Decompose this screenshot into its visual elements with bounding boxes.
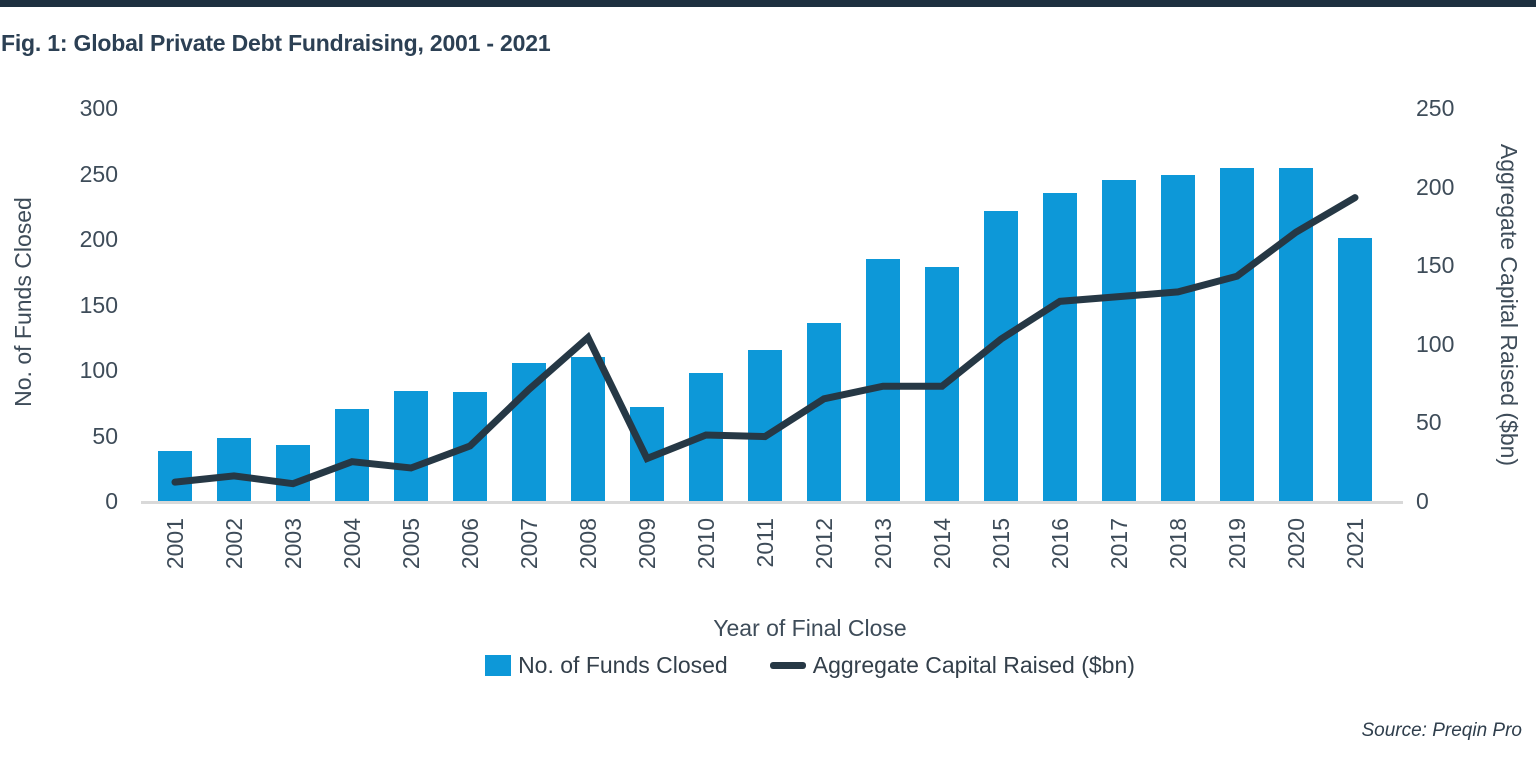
bar-2018 [1161, 174, 1195, 501]
right-axis-tick-200: 200 [1416, 173, 1455, 200]
x-tick-2016: 2016 [1047, 518, 1073, 570]
bar-2015 [984, 211, 1018, 501]
bar-2002 [217, 438, 251, 501]
right-axis-tick-250: 250 [1416, 95, 1455, 121]
x-tick-2003: 2003 [280, 518, 306, 570]
bar-2017 [1102, 180, 1136, 501]
x-tick-2012: 2012 [811, 518, 837, 570]
left-axis-tick-150: 150 [79, 291, 118, 318]
figure-title: Fig. 1: Global Private Debt Fundraising,… [1, 30, 551, 56]
x-tick-2007: 2007 [516, 518, 542, 570]
x-tick-2015: 2015 [988, 518, 1014, 570]
x-tick-2001: 2001 [162, 518, 188, 570]
x-tick-2008: 2008 [575, 518, 601, 570]
x-axis-line [141, 501, 1403, 504]
bar-2004 [335, 409, 369, 501]
bar-2012 [807, 322, 841, 501]
legend: No. of Funds Closed Aggregate Capital Ra… [141, 650, 1479, 680]
x-tick-2014: 2014 [929, 518, 955, 570]
bar-2019 [1220, 168, 1254, 501]
top-rule [0, 0, 1536, 7]
bar-2008 [571, 356, 605, 501]
x-tick-2006: 2006 [457, 518, 483, 570]
left-axis-tick-300: 300 [79, 95, 118, 121]
left-axis-tick-250: 250 [79, 160, 118, 187]
bar-2001 [158, 451, 192, 501]
x-tick-2011: 2011 [752, 518, 778, 568]
x-tick-2005: 2005 [398, 518, 424, 570]
x-tick-2002: 2002 [221, 518, 247, 570]
legend-item-capital-raised: Aggregate Capital Raised ($bn) [769, 651, 1135, 679]
capital-raised-line [171, 194, 1359, 488]
x-tick-2010: 2010 [693, 518, 719, 570]
x-tick-2021: 2021 [1342, 518, 1368, 570]
legend-label-funds-closed: No. of Funds Closed [518, 651, 728, 678]
bar-2016 [1043, 193, 1077, 501]
x-axis-title: Year of Final Close [713, 615, 907, 641]
left-axis-tick-200: 200 [79, 226, 118, 252]
bar-2003 [276, 444, 310, 501]
x-tick-2020: 2020 [1283, 518, 1309, 570]
legend-item-funds-closed: No. of Funds Closed [485, 652, 728, 679]
left-axis-tick-100: 100 [79, 357, 118, 383]
x-tick-2018: 2018 [1165, 518, 1191, 570]
left-axis-tick-0: 0 [105, 488, 118, 514]
line-series-swatch-icon [769, 661, 806, 669]
bar-2013 [866, 258, 900, 501]
x-tick-2009: 2009 [634, 518, 660, 570]
x-tick-2013: 2013 [870, 518, 896, 570]
right-axis-tick-100: 100 [1416, 330, 1455, 357]
legend-label-capital-raised: Aggregate Capital Raised ($bn) [812, 651, 1135, 678]
right-axis-tick-50: 50 [1416, 409, 1442, 436]
right-axis-tick-150: 150 [1416, 252, 1455, 279]
bar-2005 [394, 390, 428, 501]
left-axis-tick-50: 50 [92, 422, 118, 449]
bar-series-swatch-icon [485, 654, 512, 676]
right-axis-tick-0: 0 [1416, 488, 1429, 514]
source-credit: Source: Preqin Pro [1361, 720, 1522, 741]
bar-2021 [1338, 237, 1372, 501]
x-tick-2019: 2019 [1224, 518, 1250, 570]
x-tick-2004: 2004 [339, 518, 365, 570]
x-tick-2017: 2017 [1106, 518, 1132, 570]
